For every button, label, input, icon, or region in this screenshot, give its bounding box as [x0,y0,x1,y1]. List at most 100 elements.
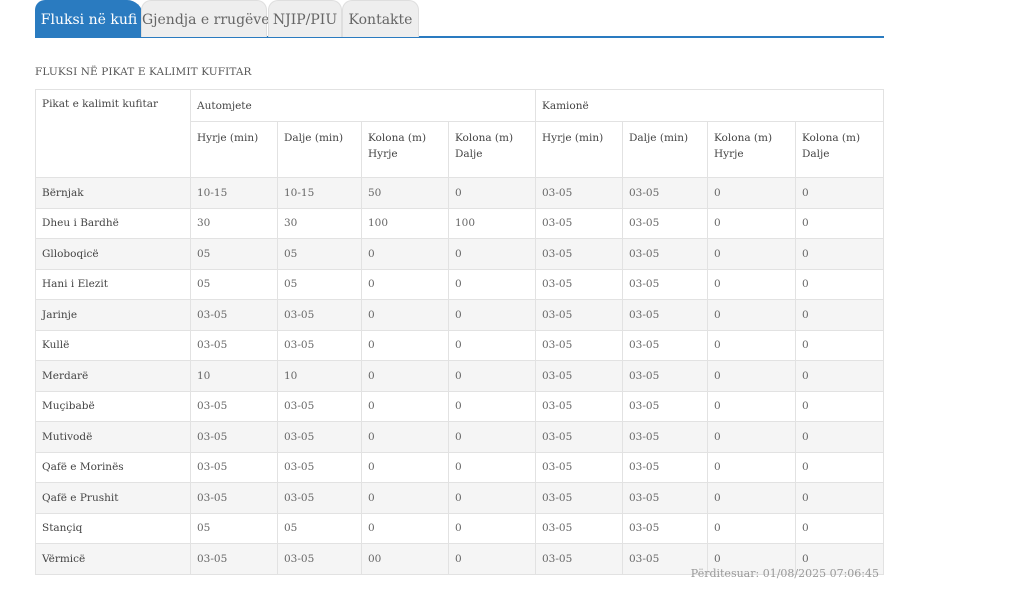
table-cell: 03-05 [277,421,362,453]
table-row: Qafë e Prushit 03-05 03-05 0 0 03-05 03-05 0 0 [35,482,885,514]
table-cell: 10 [190,360,278,392]
table-cell: 0 [794,299,885,331]
table-row: Stançiq 05 05 0 0 03-05 03-05 0 0 [35,512,885,544]
header-sub: Kolona (m) Hyrje [361,121,449,178]
table-row: Qafë e Morinës 03-05 03-05 0 0 03-05 03-05 0 0 [35,451,885,483]
table-cell: 0 [707,543,796,575]
table-cell: 03-05 [190,329,278,361]
header-sub: Dalje (min) [622,121,708,178]
table-row: Jarinje 03-05 03-05 0 0 03-05 03-05 0 0 [35,299,885,331]
table-cell: 0 [707,390,796,422]
table-cell: 05 [190,512,278,544]
table-cell: 0 [794,177,885,209]
table-cell: 03-05 [622,543,708,575]
cell-point-name: Glloboqicë [35,238,191,270]
table-cell: 03-05 [622,390,708,422]
last-updated: Përditesuar: 01/08/2025 07:06:45 [690,567,879,580]
table-cell: 0 [707,299,796,331]
cell-point-name: Qafë e Morinës [35,451,191,483]
table-cell: 0 [448,482,536,514]
table-cell: 10 [277,360,362,392]
table-cell: 03-05 [622,512,708,544]
table-row: Bërnjak 10-15 10-15 50 0 03-05 03-05 0 0 [35,177,885,209]
table-cell: 03-05 [190,482,278,514]
table-cell: 0 [707,268,796,300]
table-row: Kullë 03-05 03-05 0 0 03-05 03-05 0 0 [35,329,885,361]
table-row: Vërmicë 03-05 03-05 00 0 03-05 03-05 0 0 [35,543,885,575]
table-cell: 0 [794,238,885,270]
table-cell: 0 [448,512,536,544]
table-cell: 0 [794,207,885,239]
table-cell: 03-05 [622,360,708,392]
table-cell: 03-05 [190,390,278,422]
table-cell: 0 [794,268,885,300]
table-cell: 03-05 [277,451,362,483]
table-cell: 0 [707,451,796,483]
tab-njip-piu[interactable]: NJIP/PIU [268,0,342,37]
table-cell: 10-15 [190,177,278,209]
table-cell: 100 [361,207,449,239]
table-cell: 0 [794,360,885,392]
table-cell: 00 [361,543,449,575]
table-cell: 03-05 [277,390,362,422]
tab-gjendja-e-rrugeve[interactable]: Gjendja e rrugëve [141,0,270,37]
table-cell: 03-05 [535,207,623,239]
table-cell: 03-05 [535,329,623,361]
table-cell: 0 [361,238,449,270]
table-cell: 05 [190,268,278,300]
table-cell: 0 [794,451,885,483]
table-cell: 0 [707,238,796,270]
table-cell: 05 [277,238,362,270]
table-cell: 03-05 [277,299,362,331]
header-sub: Kolona (m) Hyrje [707,121,796,178]
table-cell: 30 [190,207,278,239]
table-cell: 05 [190,238,278,270]
table-row: Merdarë 10 10 0 0 03-05 03-05 0 0 [35,360,885,392]
table-row: Muçibabë 03-05 03-05 0 0 03-05 03-05 0 0 [35,390,885,422]
cell-point-name: Jarinje [35,299,191,331]
table-cell: 03-05 [535,421,623,453]
table-cell: 30 [277,207,362,239]
table-cell: 03-05 [535,238,623,270]
table-cell: 0 [361,390,449,422]
table-cell: 03-05 [277,329,362,361]
header-sub: Hyrje (min) [190,121,278,178]
table-cell: 03-05 [535,543,623,575]
table-cell: 03-05 [535,482,623,514]
table-cell: 03-05 [277,543,362,575]
header-sub: Dalje (min) [277,121,362,178]
table-cell: 0 [707,512,796,544]
table-row: Mutivodë 03-05 03-05 0 0 03-05 03-05 0 0 [35,421,885,453]
table-cell: 0 [707,421,796,453]
table-cell: 0 [361,512,449,544]
table-cell: 0 [794,482,885,514]
table-cell: 03-05 [622,299,708,331]
cell-point-name: Mutivodë [35,421,191,453]
table-cell: 03-05 [622,482,708,514]
cell-point-name: Bërnjak [35,177,191,209]
table-cell: 03-05 [535,451,623,483]
header-sub: Kolona (m) Dalje [448,121,536,178]
table-cell: 0 [707,360,796,392]
tab-kontakte[interactable]: Kontakte [342,0,419,37]
table-cell: 03-05 [190,543,278,575]
table-cell: 0 [707,177,796,209]
table-cell: 0 [361,268,449,300]
cell-point-name: Qafë e Prushit [35,482,191,514]
table-cell: 03-05 [535,177,623,209]
header-group-cars: Automjete [190,89,536,122]
table-cell: 0 [707,329,796,361]
table-cell: 0 [448,268,536,300]
cell-point-name: Muçibabë [35,390,191,422]
table-cell: 03-05 [622,451,708,483]
header-point: Pikat e kalimit kufitar [35,89,191,178]
table-cell: 0 [448,177,536,209]
table-cell: 03-05 [622,421,708,453]
table-cell: 03-05 [535,268,623,300]
table-cell: 0 [361,421,449,453]
table-cell: 03-05 [535,390,623,422]
table-row: Hani i Elezit 05 05 0 0 03-05 03-05 0 0 [35,268,885,300]
tab-fluksi-ne-kufi[interactable]: Fluksi në kufi [35,0,143,37]
table-cell: 0 [448,543,536,575]
table-cell: 100 [448,207,536,239]
